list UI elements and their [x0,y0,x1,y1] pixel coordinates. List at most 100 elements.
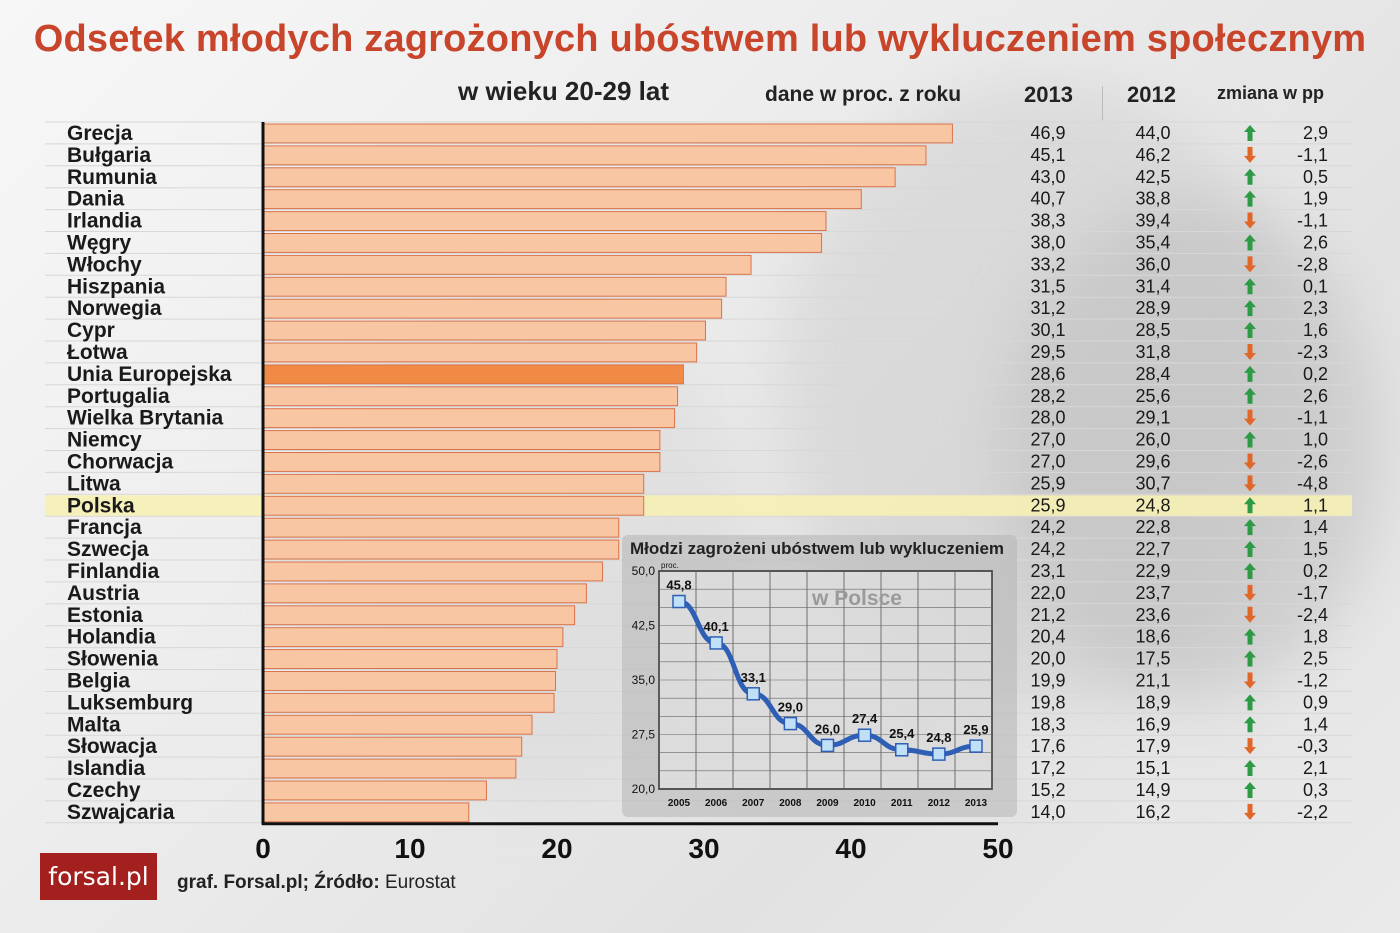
country-label: Norwegia [67,297,162,320]
inset-chart-title: Młodzi zagrożeni ubóstwem lub wykluczeni… [630,539,1005,558]
value-2013: 24,2 [1030,539,1065,559]
value-2013: 30,1 [1030,320,1065,340]
inset-data-point [783,716,798,731]
change-value: 2,9 [1303,123,1328,143]
bar [262,539,620,560]
bar [262,298,723,319]
inset-data-point [746,687,760,701]
country-label: Rumunia [67,166,157,189]
arrow-up-icon [1244,365,1256,382]
inset-x-tick-label: 2008 [779,798,802,809]
inset-data-point [857,728,872,742]
value-2013: 33,2 [1030,254,1065,274]
country-label: Cypr [67,319,115,342]
inset-data-label: 40,1 [703,619,728,634]
x-tick-label: 30 [688,833,719,864]
inset-data-label: 33,1 [741,670,766,685]
country-label: Litwa [67,472,121,495]
inset-data-point [672,594,686,609]
arrow-up-icon [1244,541,1256,558]
change-value: -0,3 [1297,736,1328,756]
inset-y-tick-label: 35,0 [632,673,656,687]
inset-y-tick-label: 20,0 [632,782,656,796]
bar [262,758,517,779]
x-tick-label: 20 [541,833,572,864]
x-tick-label: 10 [394,833,425,864]
inset-data-point [932,747,946,761]
country-label: Portugalia [67,385,170,408]
value-2012: 24,8 [1135,495,1170,515]
value-2013: 43,0 [1030,167,1065,187]
value-2013: 45,1 [1030,145,1065,165]
value-2013: 14,0 [1030,802,1065,822]
arrow-down-icon [1244,738,1256,755]
inset-y-tick-label: 27,5 [632,728,656,742]
value-2012: 30,7 [1135,473,1170,493]
change-value: 0,3 [1303,780,1328,800]
value-2012: 23,6 [1135,605,1170,625]
value-2012: 16,9 [1135,714,1170,734]
column-separator [1102,86,1103,120]
value-2013: 25,9 [1030,473,1065,493]
bar [262,189,862,210]
inset-data-point [820,738,835,753]
value-2013: 27,0 [1030,451,1065,471]
value-2013: 19,8 [1030,692,1065,712]
column-header-change: zmiana w pp [1217,83,1325,103]
bar [262,627,564,648]
value-2012: 46,2 [1135,145,1170,165]
value-2012: 22,9 [1135,561,1170,581]
value-2012: 42,5 [1135,167,1170,187]
country-label: Szwajcaria [67,801,175,824]
country-label: Grecja [67,122,133,145]
country-label: Irlandia [67,210,142,233]
value-2012: 22,7 [1135,539,1170,559]
country-label: Francja [67,516,142,539]
inset-x-tick-label: 2009 [816,798,839,809]
bar [262,561,604,582]
bar [262,320,706,341]
inset-data-label: 27,4 [852,711,878,726]
source-prefix: graf. Forsal.pl; Źródło: [177,872,380,893]
inset-data-label: 24,8 [926,730,951,745]
change-value: 0,1 [1303,276,1328,296]
country-label: Hiszpania [67,275,165,298]
value-2012: 29,1 [1135,408,1170,428]
inset-x-tick-label: 2012 [928,798,951,809]
value-2012: 44,0 [1135,123,1170,143]
arrow-down-icon [1244,606,1256,623]
change-value: -2,3 [1297,342,1328,362]
value-2012: 39,4 [1135,211,1170,231]
inset-y-tick-label: 42,5 [632,619,656,633]
country-label: Holandia [67,626,156,649]
country-label: Finlandia [67,560,159,583]
data-note: dane w proc. z roku [765,83,962,106]
bar [262,605,576,626]
inset-y-axis-label: proc. [661,561,679,570]
country-label: Szwecja [67,538,149,561]
change-value: 1,1 [1303,495,1328,515]
country-label: Słowenia [67,648,158,671]
arrow-down-icon [1244,256,1256,273]
value-2012: 25,6 [1135,386,1170,406]
arrow-down-icon [1244,803,1256,820]
bar [262,517,620,538]
forsal-logo: forsal.pl [40,853,157,900]
inset-x-tick-label: 2007 [742,798,765,809]
value-2013: 28,6 [1030,364,1065,384]
value-2012: 16,2 [1135,802,1170,822]
change-value: -2,6 [1297,451,1328,471]
country-label: Belgia [67,669,130,692]
value-2013: 27,0 [1030,430,1065,450]
country-label: Austria [67,582,140,605]
arrow-up-icon [1244,562,1256,579]
column-header-2013: 2013 [1024,82,1073,107]
change-value: 1,4 [1303,714,1328,734]
value-2012: 31,4 [1135,276,1170,296]
change-value: 2,1 [1303,758,1328,778]
arrow-up-icon [1244,694,1256,711]
arrow-down-icon [1244,409,1256,426]
arrow-up-icon [1244,234,1256,251]
country-label: Słowacja [67,735,157,758]
change-value: 0,9 [1303,692,1328,712]
